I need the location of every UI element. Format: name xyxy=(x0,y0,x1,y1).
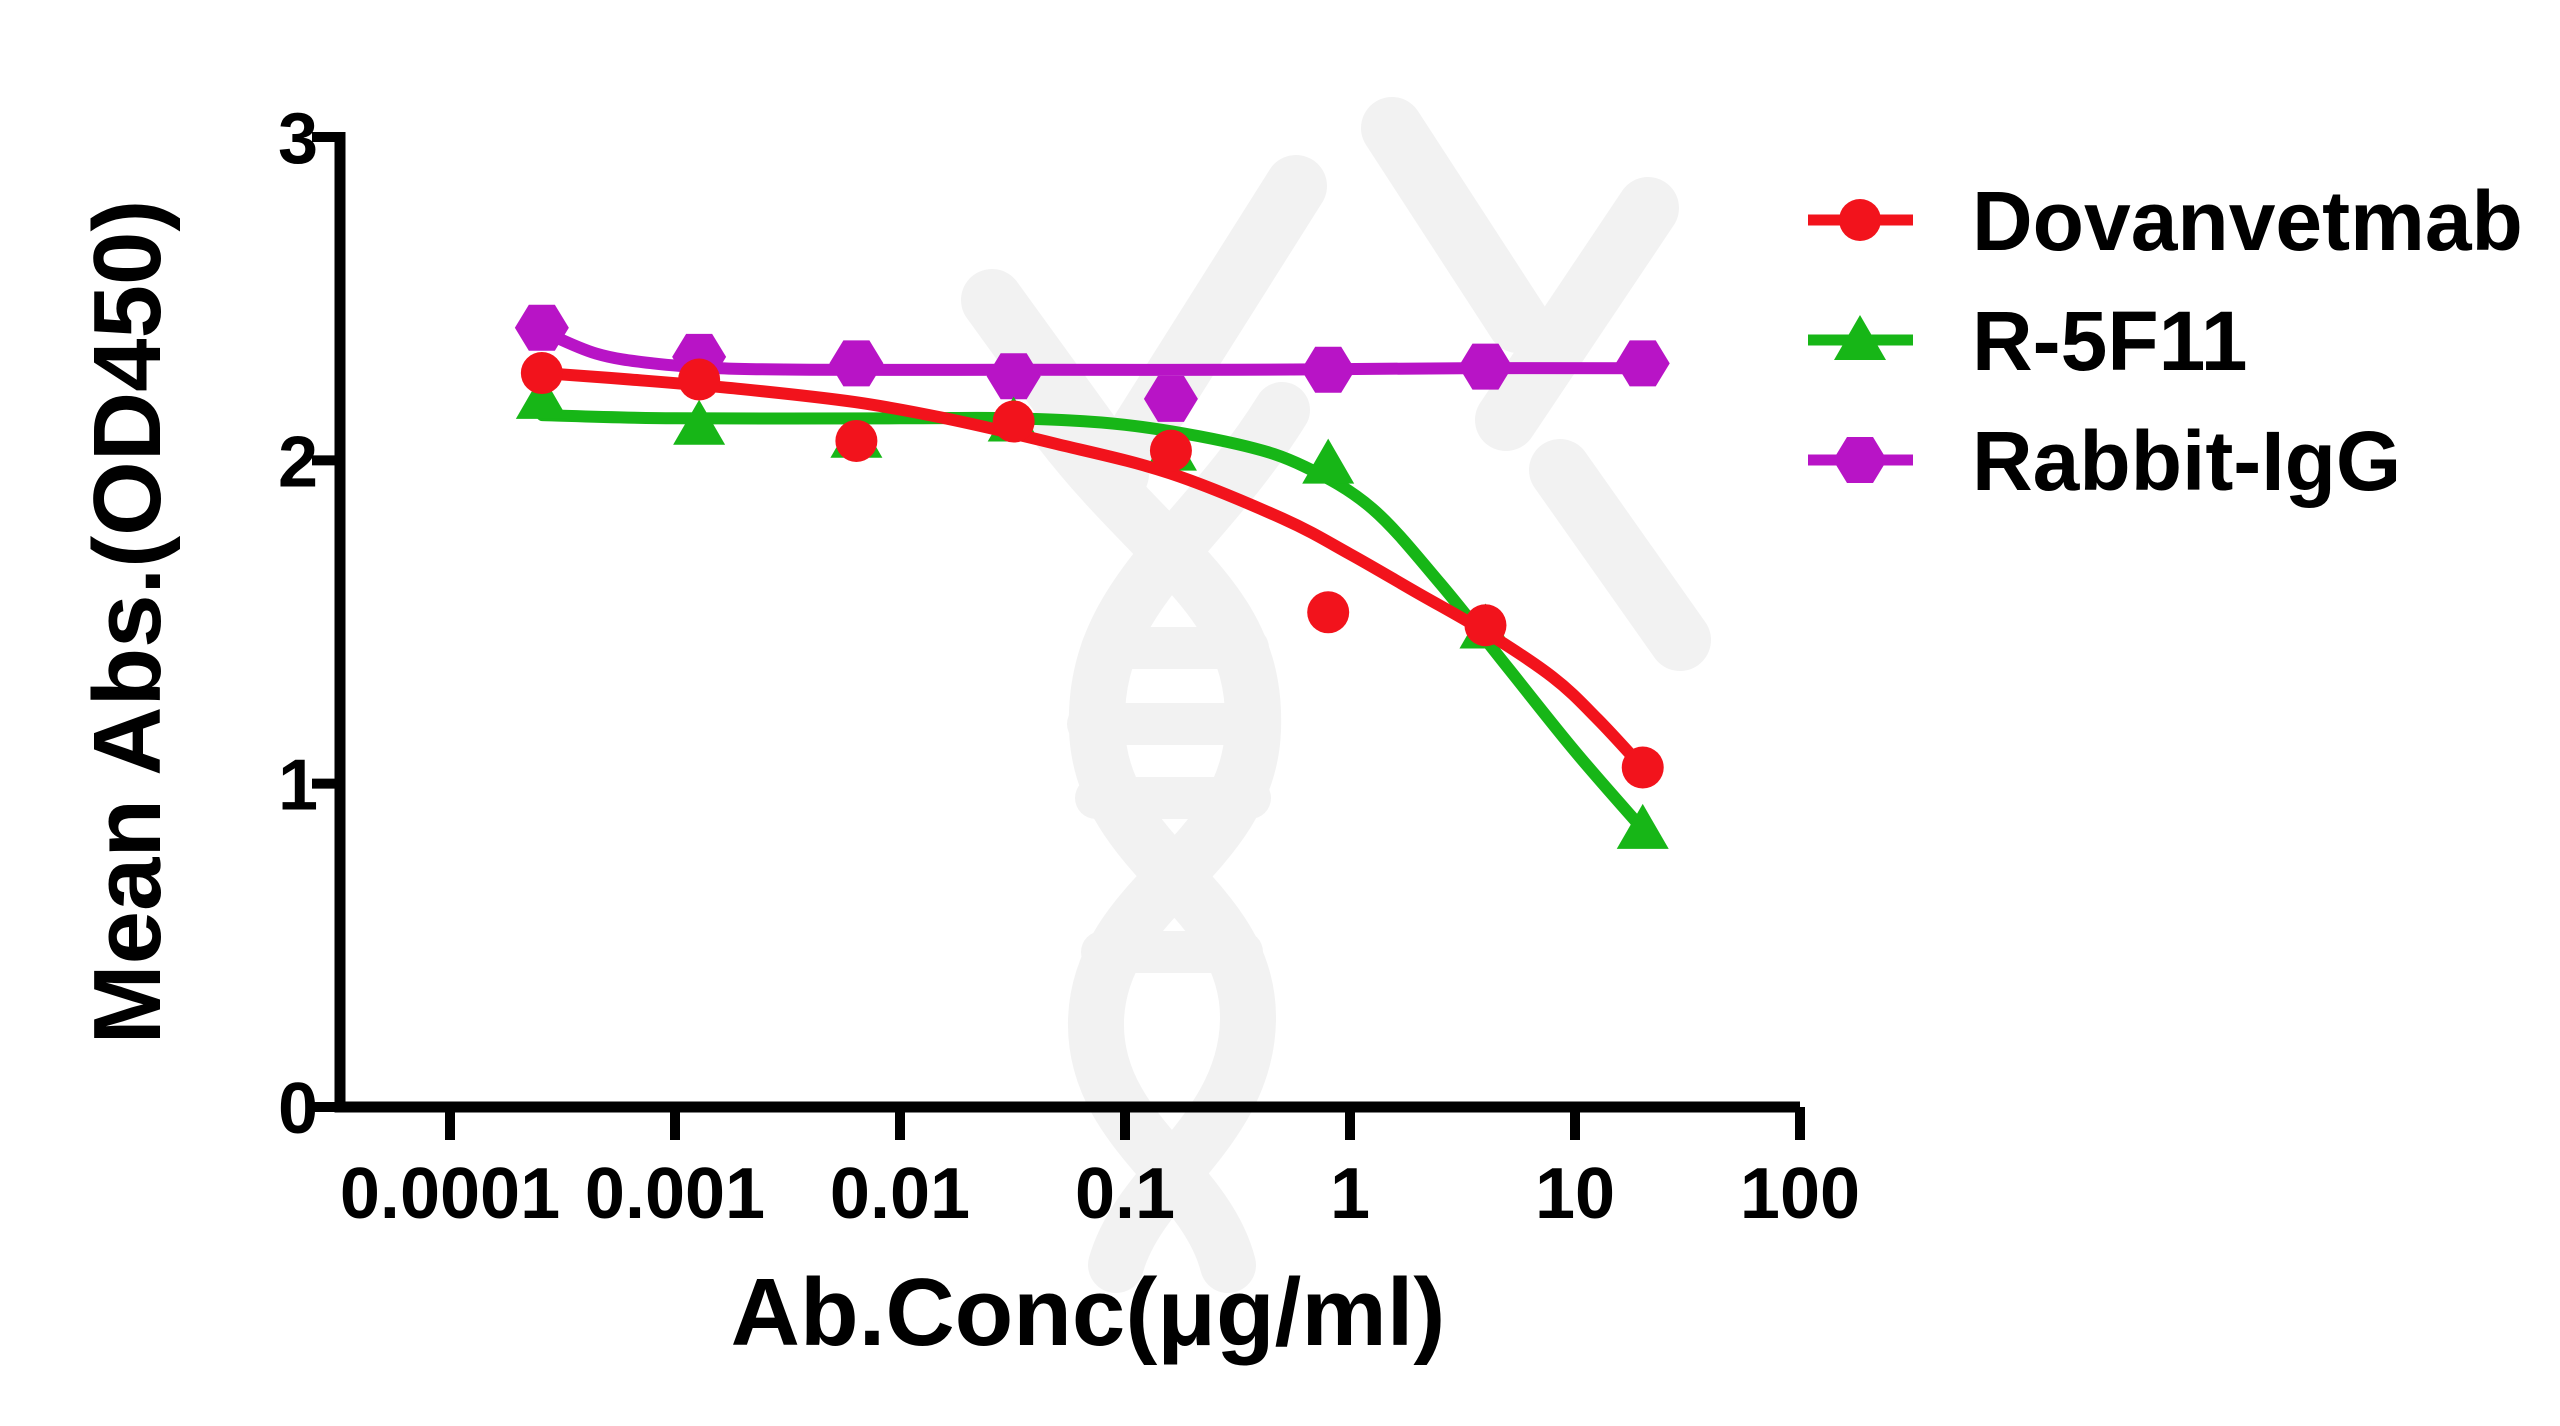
legend-label: Dovanvetmab xyxy=(1972,174,2523,268)
dovanvetmab-fit-curve xyxy=(536,367,1649,774)
r-5f11-marker xyxy=(673,399,726,445)
dovanvetmab-marker xyxy=(678,358,721,401)
legend-triangle-marker xyxy=(1834,315,1886,360)
y-tick-label: 3 xyxy=(278,99,318,179)
rabbit-igg-marker xyxy=(514,304,569,351)
legend: Dovanvetmab R-5F11 Rabbit-IgG xyxy=(1808,174,2523,508)
dna-helix-watermark xyxy=(961,97,1711,1293)
rabbit-igg-marker xyxy=(1615,340,1670,387)
watermark-stroke xyxy=(1529,439,1711,671)
watermark-stroke xyxy=(961,269,1149,505)
watermark-stroke xyxy=(1068,382,1310,1293)
dovanvetmab-marker xyxy=(1149,429,1192,472)
watermark-stroke xyxy=(1361,97,1549,353)
x-axis-title: Ab.Conc(μg/ml) xyxy=(731,1259,1446,1366)
rabbit-igg-marker xyxy=(1458,343,1513,390)
x-tick-label: 0.0001 xyxy=(340,1154,560,1234)
legend-item-dovanvetmab: Dovanvetmab xyxy=(1808,174,2523,268)
legend-label: R-5F11 xyxy=(1972,294,2247,388)
r-5f11-marker xyxy=(1302,438,1355,484)
legend-item-rabbit-igg: Rabbit-IgG xyxy=(1808,414,2401,508)
legend-item-r-5f11: R-5F11 xyxy=(1808,294,2247,388)
watermark-stroke xyxy=(1475,177,1679,451)
y-tick-label: 1 xyxy=(278,746,318,826)
series-dovanvetmab xyxy=(520,352,1664,789)
rabbit-igg-marker xyxy=(1301,346,1356,393)
y-axis-title: Mean Abs.(OD450) xyxy=(74,200,181,1045)
r-5f11-marker xyxy=(515,373,568,419)
rabbit-igg-marker xyxy=(986,353,1041,400)
x-tick-label: 100 xyxy=(1740,1154,1860,1234)
y-tick-label: 0 xyxy=(278,1069,318,1149)
dovanvetmab-marker xyxy=(1307,591,1350,634)
legend-circle-marker xyxy=(1839,199,1881,241)
x-tick-label: 0.001 xyxy=(585,1154,765,1234)
dovanvetmab-marker xyxy=(520,352,563,395)
tick-marks xyxy=(312,132,1805,1140)
r-5f11-marker xyxy=(1616,803,1669,849)
rabbit-igg-marker xyxy=(829,340,884,387)
x-tick-label: 0.01 xyxy=(830,1154,970,1234)
tick-labels: 0 1 2 3 0.0001 0.001 0.01 0.1 1 10 100 xyxy=(278,99,1860,1234)
rabbit-igg-marker xyxy=(1143,375,1198,422)
x-tick-label: 10 xyxy=(1535,1154,1615,1234)
y-tick-label: 2 xyxy=(278,422,318,502)
x-tick-label: 1 xyxy=(1330,1154,1370,1234)
dovanvetmab-marker xyxy=(992,400,1035,443)
x-tick-label: 0.1 xyxy=(1075,1154,1175,1234)
dovanvetmab-marker xyxy=(1621,746,1664,789)
legend-label: Rabbit-IgG xyxy=(1972,414,2401,508)
legend-hexagon-marker xyxy=(1833,437,1887,483)
dovanvetmab-marker xyxy=(1464,604,1507,647)
rabbit-igg-fit-curve xyxy=(536,325,1660,376)
dovanvetmab-marker xyxy=(835,419,878,462)
r-5f11-fit-curve xyxy=(536,409,1649,835)
